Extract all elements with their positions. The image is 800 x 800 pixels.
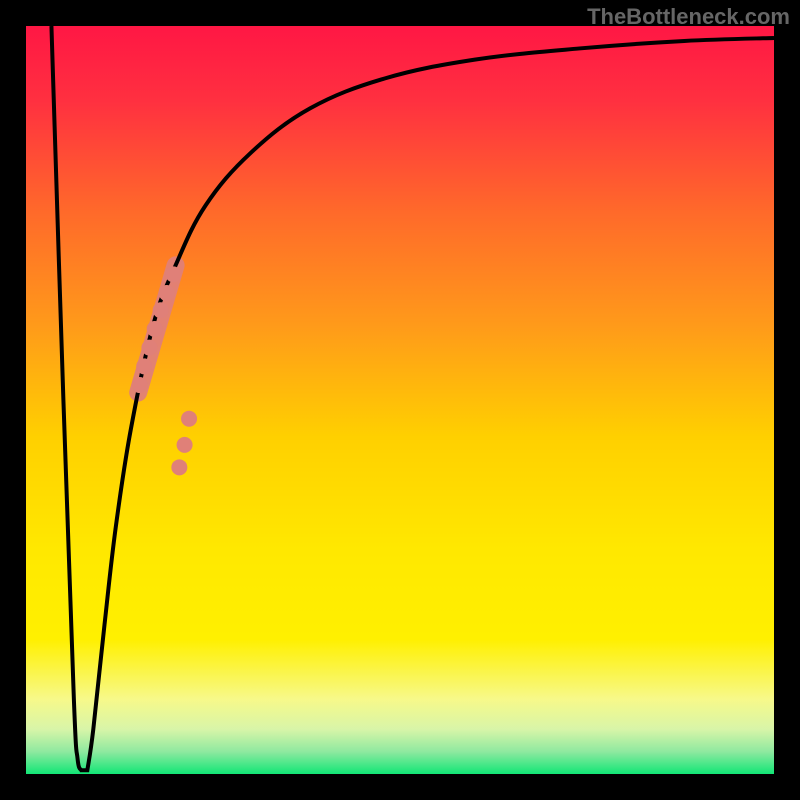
bottleneck-chart bbox=[0, 0, 800, 800]
data-marker bbox=[132, 377, 148, 393]
data-marker bbox=[153, 302, 169, 318]
data-marker bbox=[165, 266, 181, 282]
data-marker bbox=[159, 285, 175, 301]
data-marker bbox=[141, 340, 157, 356]
chart-container: TheBottleneck.com bbox=[0, 0, 800, 800]
data-marker bbox=[171, 459, 187, 475]
watermark-text: TheBottleneck.com bbox=[587, 4, 790, 30]
data-marker bbox=[147, 321, 163, 337]
data-marker bbox=[136, 358, 152, 374]
data-marker bbox=[177, 437, 193, 453]
data-marker bbox=[181, 411, 197, 427]
